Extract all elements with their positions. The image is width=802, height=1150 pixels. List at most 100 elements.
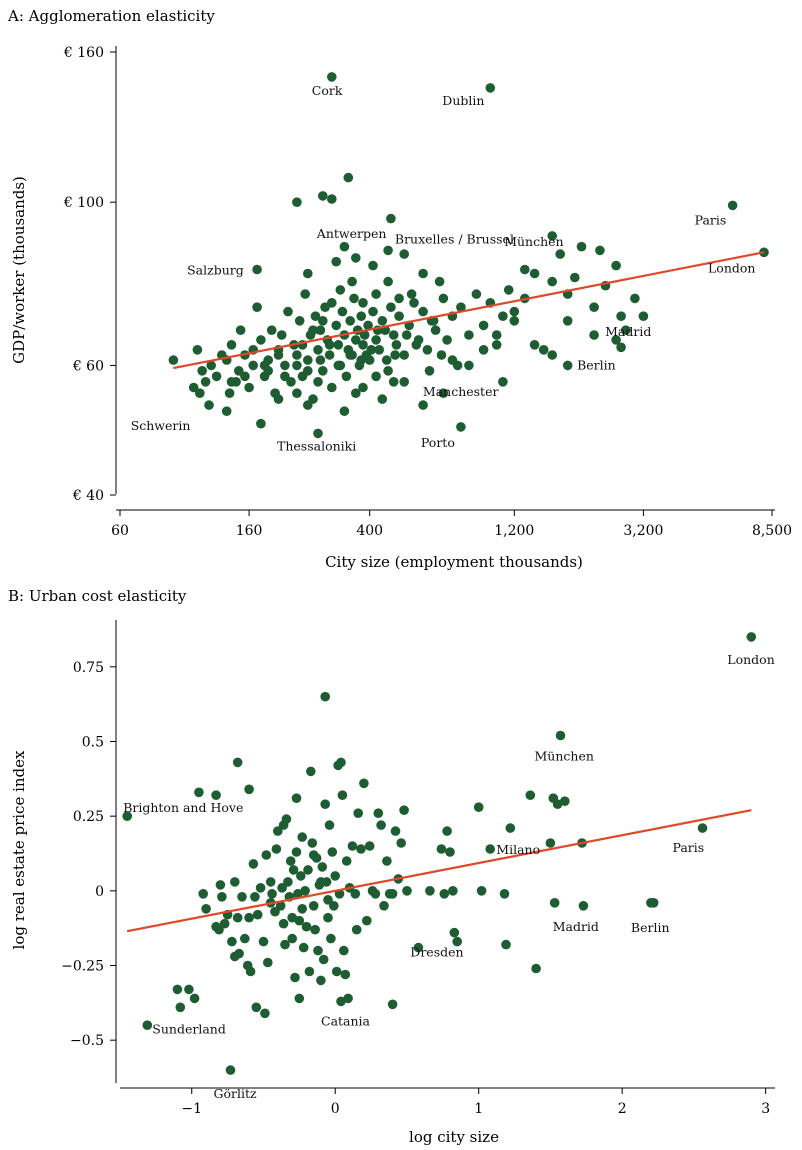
panel-a-point — [547, 231, 557, 241]
panel-a-x-label: City size (employment thousands) — [325, 553, 583, 571]
panel-a-point — [351, 253, 361, 263]
panel-b-city-label: Berlin — [631, 920, 670, 935]
panel-b-point — [326, 933, 336, 944]
panel-a-y-tick-label: € 40 — [72, 488, 104, 504]
panel-a-point — [399, 249, 410, 259]
panel-b-point — [263, 957, 273, 968]
panel-a-city-label: Dublin — [442, 93, 484, 108]
panel-a-point — [224, 388, 235, 399]
panel-b-city-label: Milano — [496, 842, 540, 857]
panel-b-point — [189, 993, 200, 1004]
panel-b-point — [303, 865, 313, 875]
panel-a-point — [368, 306, 378, 317]
panel-a-point — [366, 345, 377, 355]
panel-a-point — [555, 249, 565, 259]
panel-a-point — [562, 360, 573, 371]
panel-a-point — [358, 382, 368, 393]
panel-a-point — [498, 311, 508, 322]
panel-b-point — [217, 892, 227, 902]
panel-b-point — [267, 889, 277, 899]
panel-a-point — [377, 316, 388, 326]
panel-a-point — [300, 289, 311, 299]
panel-b-point — [225, 1065, 236, 1075]
panel-a-point — [529, 268, 540, 279]
panel-a-point — [394, 311, 404, 322]
panel-b-city-label: Catania — [321, 1013, 371, 1028]
panel-a-point — [491, 330, 502, 340]
panel-a-point — [464, 330, 474, 340]
panel-b-urban-cost: B: Urban cost elasticity −1 0 1 2 3 −0.5 −0.25… — [8, 587, 775, 1146]
panel-b-city-label: Sunderland — [152, 1021, 226, 1036]
panel-b-y-tick-label: −0.25 — [61, 959, 104, 975]
panel-b-point — [396, 838, 407, 848]
panel-a-city-label: Porto — [421, 435, 455, 450]
panel-a-point — [294, 316, 305, 326]
panel-a-x-tick-label: 8,500 — [752, 523, 792, 539]
panel-b-ticks: −1 0 1 2 3 −0.5 −0.25 0 0.25 0.5 0.75 — [61, 660, 770, 1117]
panel-a-point — [418, 268, 428, 279]
panel-b-point — [175, 1002, 186, 1013]
panel-a-point — [478, 320, 489, 331]
panel-a-point — [356, 311, 367, 322]
panel-b-point — [307, 838, 318, 848]
panel-a-point — [303, 355, 313, 365]
panel-b-point — [270, 906, 280, 917]
panel-a-point — [371, 371, 381, 382]
panel-b-point — [265, 877, 276, 887]
panel-a-point — [438, 388, 449, 399]
panel-b-point — [294, 993, 305, 1004]
panel-b-point — [201, 904, 211, 914]
panel-b-point — [376, 820, 386, 830]
panel-a-point — [256, 418, 266, 429]
panel-a-point — [371, 335, 381, 345]
panel-b-point — [356, 844, 366, 854]
panel-b-point — [531, 963, 541, 974]
panel-b-point — [347, 841, 358, 851]
panel-b-point — [439, 889, 450, 899]
panel-a-point — [327, 194, 337, 204]
panel-a-x-tick-label: 400 — [356, 523, 383, 539]
panel-b-point — [387, 889, 398, 899]
panel-a-point — [456, 302, 466, 313]
panel-a-point — [188, 382, 199, 393]
panel-a-point — [276, 330, 287, 340]
panel-a-point — [529, 340, 540, 350]
panel-a-point — [351, 388, 361, 399]
panel-b-point — [316, 975, 326, 986]
panel-a-point — [394, 293, 404, 304]
panel-b-city-label: München — [535, 749, 594, 764]
panel-a-point — [409, 298, 419, 308]
panel-a-city-label: Bruxelles / Brussel — [395, 232, 514, 247]
panel-a-point — [371, 289, 381, 299]
panel-a-point — [240, 371, 250, 382]
panel-a-point — [595, 245, 605, 256]
panel-b-x-label: log city size — [409, 1128, 499, 1146]
panel-a-point — [386, 213, 396, 224]
panel-a-point — [308, 325, 318, 336]
panel-b-point — [304, 966, 315, 977]
panel-b-point — [390, 826, 401, 836]
panel-a-point — [390, 350, 400, 360]
panel-b-point — [445, 847, 455, 857]
panel-b-point — [215, 880, 226, 890]
panel-a-point — [339, 241, 350, 252]
panel-a-point — [273, 394, 284, 404]
panel-a-point — [418, 400, 428, 410]
panel-a-city-label: Antwerpen — [316, 226, 387, 241]
panel-b-point — [387, 999, 398, 1010]
panel-a-point — [331, 256, 342, 267]
panel-b-point — [323, 895, 333, 905]
panel-b-point — [353, 808, 364, 818]
panel-a-point — [547, 276, 557, 287]
panel-a-point — [303, 400, 313, 410]
panel-b-point — [501, 939, 511, 950]
panel-a-point — [315, 355, 326, 365]
panel-a-city-labels: Cork Dublin Antwerpen Bruxelles / Brussel Pa… — [131, 83, 756, 453]
panel-b-point — [505, 823, 516, 833]
panel-b-point — [370, 889, 381, 899]
panel-b-point — [277, 883, 287, 893]
panel-b-point — [194, 787, 204, 798]
panel-b-point — [331, 966, 342, 977]
panel-a-point — [331, 320, 342, 331]
panel-a-point — [570, 272, 580, 283]
